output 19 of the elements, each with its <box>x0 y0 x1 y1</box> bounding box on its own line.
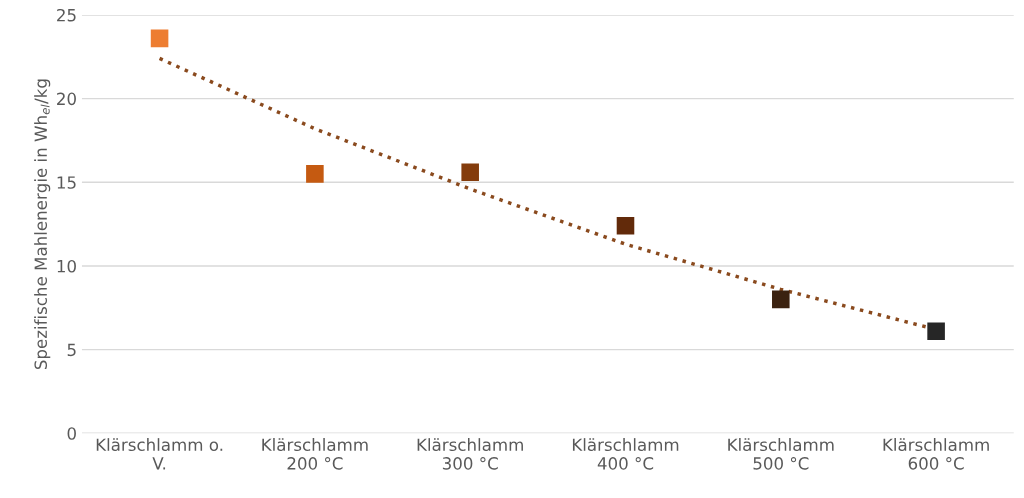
point <box>616 216 635 235</box>
y-tick-label: 0 <box>67 427 76 440</box>
y-axis-title: Spezifische Mahlenergie in Wh$_{el}$/kg <box>34 79 51 370</box>
y-tick-label: 25 <box>57 8 76 22</box>
x-tick-label: Klärschlamm o. V. <box>96 438 223 470</box>
x-tick-label: Klärschlamm 600 °C <box>883 438 989 470</box>
x-tick-label: Klärschlamm 500 °C <box>728 438 834 470</box>
point <box>306 165 324 183</box>
x-tick-label: Klärschlamm 400 °C <box>572 438 679 470</box>
point <box>150 29 169 48</box>
x-tick-label: Klärschlamm 300 °C <box>417 438 523 470</box>
y-tick-label: 5 <box>67 343 76 357</box>
y-tick-label: 20 <box>57 92 76 106</box>
y-tick-label: 15 <box>57 176 76 189</box>
x-tick-label: Klärschlamm 200 °C <box>262 438 368 470</box>
y-tick-label: 10 <box>57 259 76 273</box>
point <box>461 163 479 182</box>
point <box>927 322 945 340</box>
point <box>772 290 790 309</box>
